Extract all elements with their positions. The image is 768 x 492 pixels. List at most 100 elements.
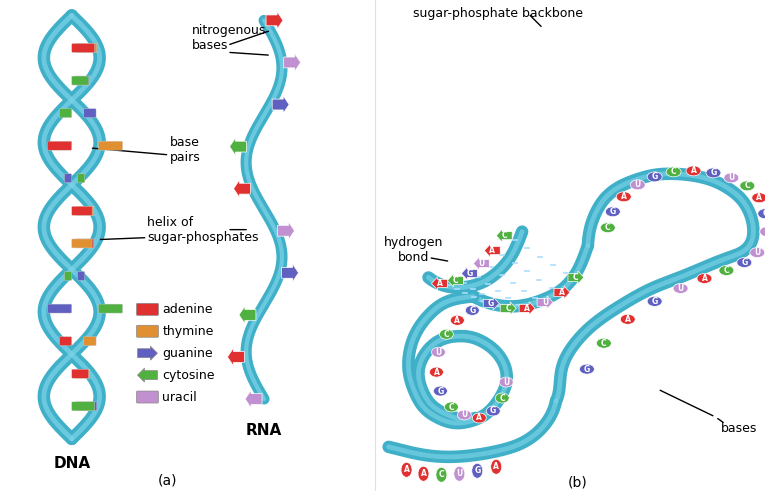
- FancyBboxPatch shape: [78, 174, 84, 183]
- Text: (b): (b): [568, 476, 588, 490]
- Ellipse shape: [750, 247, 765, 257]
- FancyBboxPatch shape: [75, 369, 91, 378]
- Polygon shape: [554, 286, 570, 299]
- Text: cytosine: cytosine: [162, 369, 215, 382]
- Polygon shape: [282, 264, 299, 281]
- Ellipse shape: [601, 223, 615, 233]
- Ellipse shape: [740, 181, 755, 191]
- Ellipse shape: [579, 364, 594, 374]
- FancyBboxPatch shape: [137, 325, 158, 337]
- Text: C: C: [744, 181, 750, 190]
- Polygon shape: [473, 257, 489, 270]
- Text: U: U: [542, 298, 548, 307]
- Text: U: U: [478, 259, 485, 268]
- Text: C: C: [444, 330, 449, 339]
- FancyBboxPatch shape: [71, 369, 88, 378]
- Polygon shape: [245, 390, 262, 408]
- Text: C: C: [449, 402, 454, 411]
- Text: G: G: [610, 207, 616, 216]
- Text: guanine: guanine: [162, 347, 213, 360]
- Text: A: A: [436, 279, 442, 288]
- FancyBboxPatch shape: [48, 141, 71, 150]
- Polygon shape: [283, 54, 300, 71]
- FancyBboxPatch shape: [65, 272, 71, 280]
- Polygon shape: [137, 368, 157, 382]
- FancyBboxPatch shape: [84, 109, 96, 118]
- Ellipse shape: [616, 192, 631, 202]
- Text: G: G: [488, 299, 495, 308]
- Polygon shape: [227, 348, 244, 366]
- Text: nitrogenous
bases: nitrogenous bases: [192, 24, 266, 52]
- Text: C: C: [439, 470, 444, 479]
- Ellipse shape: [724, 173, 739, 183]
- Text: G: G: [741, 258, 747, 267]
- Text: bases: bases: [720, 423, 756, 435]
- FancyBboxPatch shape: [71, 76, 88, 85]
- Ellipse shape: [697, 274, 712, 283]
- Ellipse shape: [418, 466, 429, 481]
- Text: G: G: [651, 297, 657, 306]
- Text: U: U: [503, 377, 509, 387]
- Text: C: C: [601, 338, 607, 348]
- Ellipse shape: [673, 283, 688, 293]
- Text: A: A: [690, 166, 697, 175]
- Text: C: C: [573, 273, 579, 282]
- Text: A: A: [621, 192, 627, 201]
- Ellipse shape: [605, 207, 621, 216]
- Polygon shape: [432, 277, 448, 290]
- Polygon shape: [537, 296, 553, 309]
- Polygon shape: [137, 346, 157, 360]
- Text: U: U: [764, 227, 768, 236]
- Polygon shape: [230, 138, 247, 155]
- Text: U: U: [435, 348, 442, 357]
- Text: C: C: [499, 394, 505, 402]
- Text: A: A: [525, 304, 530, 313]
- Polygon shape: [483, 297, 499, 310]
- Text: C: C: [723, 266, 729, 275]
- Polygon shape: [233, 180, 250, 197]
- Polygon shape: [277, 222, 294, 240]
- Text: A: A: [476, 413, 482, 423]
- Polygon shape: [485, 244, 500, 257]
- Text: A: A: [559, 288, 565, 297]
- Text: A: A: [421, 469, 426, 478]
- Polygon shape: [272, 96, 289, 113]
- Ellipse shape: [433, 386, 448, 396]
- Polygon shape: [500, 302, 516, 315]
- FancyBboxPatch shape: [71, 206, 92, 215]
- Ellipse shape: [647, 172, 662, 182]
- Ellipse shape: [686, 166, 701, 176]
- Text: thymine: thymine: [162, 325, 214, 338]
- Text: G: G: [762, 209, 768, 218]
- Ellipse shape: [439, 329, 453, 339]
- Polygon shape: [496, 229, 512, 242]
- FancyBboxPatch shape: [77, 402, 98, 411]
- Ellipse shape: [454, 466, 465, 481]
- Polygon shape: [568, 271, 584, 284]
- Text: G: G: [651, 172, 657, 182]
- Ellipse shape: [450, 315, 465, 325]
- Polygon shape: [266, 12, 283, 29]
- Text: U: U: [754, 248, 760, 257]
- Ellipse shape: [752, 193, 766, 203]
- Ellipse shape: [621, 314, 635, 324]
- Ellipse shape: [465, 306, 479, 315]
- Ellipse shape: [429, 367, 443, 377]
- Text: G: G: [584, 365, 590, 373]
- Text: RNA: RNA: [246, 424, 282, 438]
- Text: A: A: [489, 246, 495, 255]
- Ellipse shape: [597, 338, 611, 348]
- Polygon shape: [462, 267, 477, 280]
- Ellipse shape: [445, 402, 458, 412]
- FancyBboxPatch shape: [98, 141, 123, 150]
- FancyBboxPatch shape: [71, 402, 94, 411]
- Ellipse shape: [499, 377, 513, 387]
- FancyBboxPatch shape: [77, 43, 98, 53]
- Text: U: U: [456, 469, 462, 478]
- Ellipse shape: [495, 393, 509, 403]
- FancyBboxPatch shape: [137, 391, 158, 403]
- Text: U: U: [728, 173, 734, 183]
- FancyBboxPatch shape: [76, 239, 94, 248]
- FancyBboxPatch shape: [71, 239, 92, 248]
- Ellipse shape: [458, 410, 472, 420]
